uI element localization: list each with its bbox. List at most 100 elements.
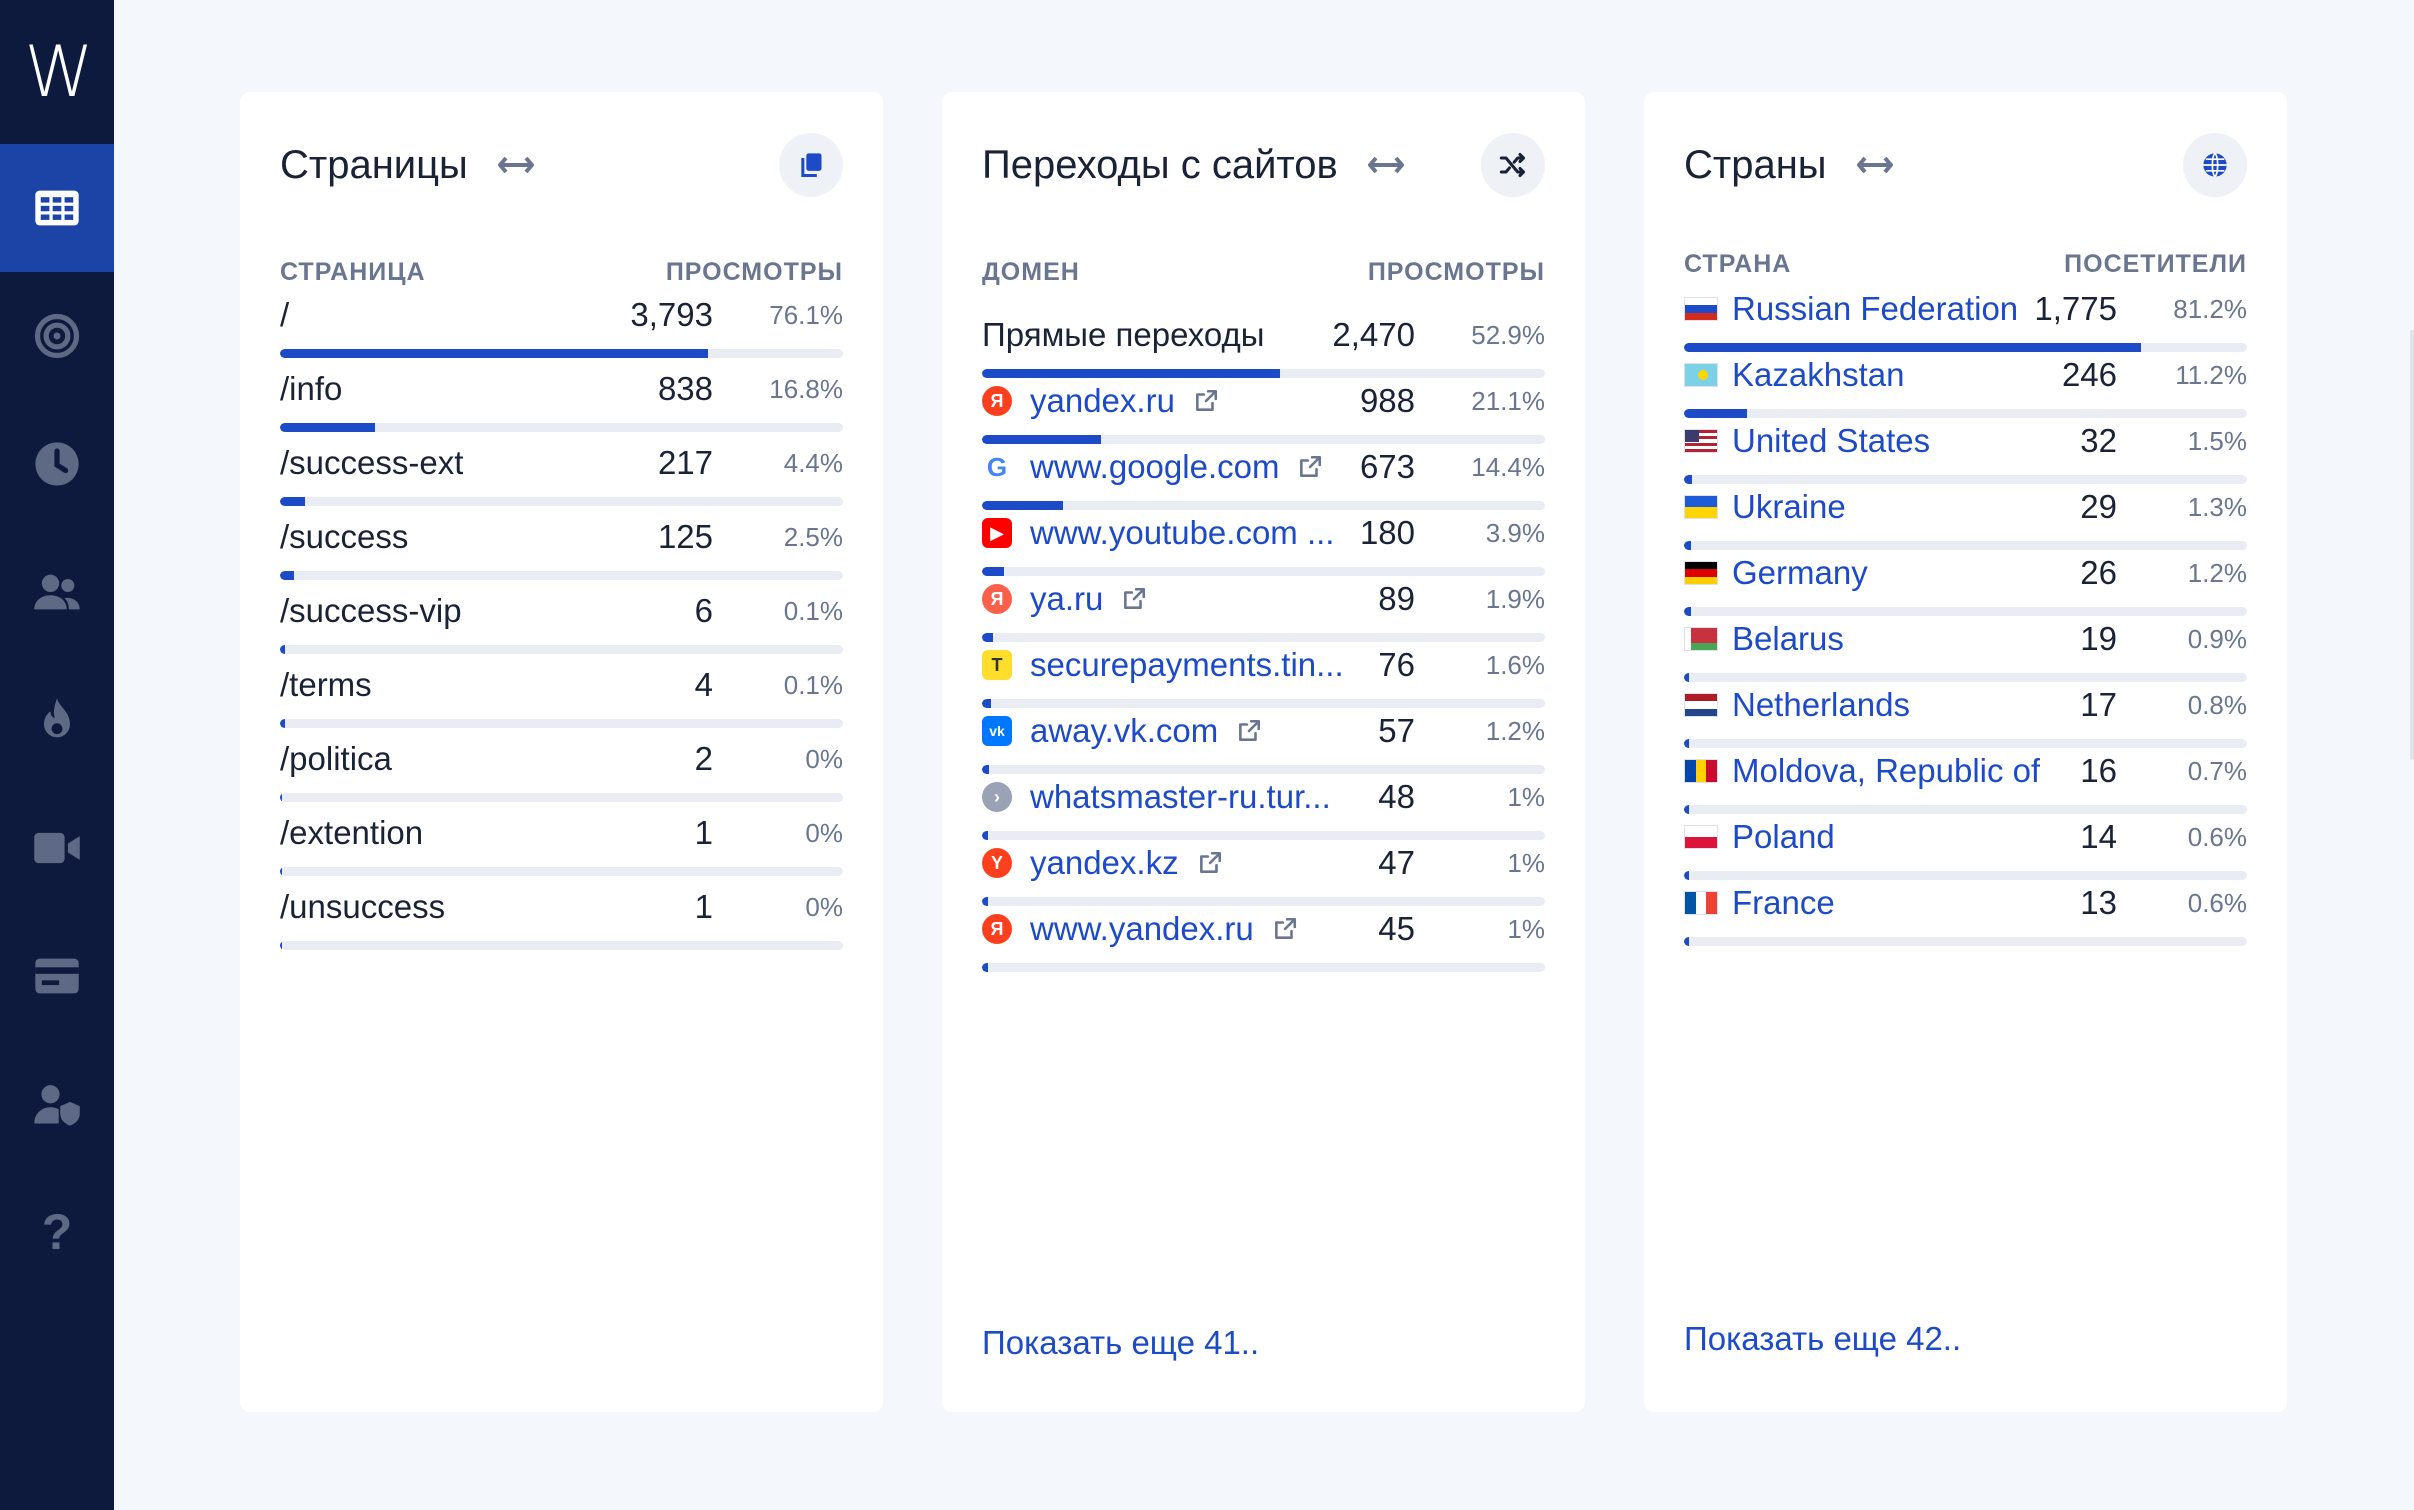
referrers-row[interactable]: Прямые переходы 2,470 52.9% [982,314,1545,384]
referrers-row-bar-fill [982,567,1004,576]
pages-row[interactable]: /extention 1 0% [280,812,843,882]
referrers-card: Переходы с сайтов ДОМЕН ПРОСМОТРЫ Прямые… [942,92,1585,1412]
countries-row-line: Netherlands 17 0.8% [1684,684,2247,726]
pages-row-line: /terms 4 0.1% [280,664,843,706]
countries-row-label[interactable]: United States [1732,422,1931,459]
referrers-row-label[interactable]: ya.ru [1030,580,1104,617]
countries-globe-button[interactable] [2183,133,2247,197]
countries-row[interactable]: Moldova, Republic of 16 0.7% [1684,750,2247,820]
page-scrollbar[interactable] [2410,330,2414,760]
referrers-row-percent: 3.9% [1485,517,1545,548]
sidebar-item-dashboard[interactable] [0,144,114,272]
referrers-row-label[interactable]: yandex.ru [1030,382,1175,419]
countries-row[interactable]: Russian Federation 1,775 81.2% [1684,288,2247,358]
countries-row[interactable]: Kazakhstan 246 11.2% [1684,354,2247,424]
column-header-views[interactable]: ПРОСМОТРЫ [665,258,843,286]
external-link-icon[interactable] [1197,850,1223,876]
countries-row-label[interactable]: Germany [1732,554,1868,591]
countries-row-percent: 0.7% [2187,755,2247,786]
pages-row[interactable]: /terms 4 0.1% [280,664,843,734]
dashboard-icon [35,190,79,226]
column-header-country[interactable]: СТРАНА [1684,250,1792,278]
referrers-row-label[interactable]: www.yandex.ru [1030,910,1254,947]
pages-row[interactable]: /politica 2 0% [280,738,843,808]
sidebar-item-billing[interactable] [0,912,114,1040]
help-icon[interactable]: ? [41,1204,73,1260]
external-link-icon[interactable] [1272,916,1298,942]
sidebar-item-heatmaps[interactable] [0,656,114,784]
countries-row-label[interactable]: Netherlands [1732,686,1910,723]
countries-row-label[interactable]: Poland [1732,818,1835,855]
referrers-row[interactable]: ▶ www.youtube.com ... 180 3.9% [982,512,1545,582]
pages-row-bar-fill [280,349,709,358]
referrers-row-bar [982,831,1545,840]
pages-row-bar-fill [280,423,375,432]
referrers-row-label[interactable]: www.youtube.com ... [1030,514,1335,551]
countries-row-label[interactable]: Belarus [1732,620,1844,657]
referrers-row-value: 988 [1359,382,1415,419]
flag-by-icon [1684,627,1718,651]
pages-row[interactable]: /unsuccess 1 0% [280,886,843,956]
countries-row-label[interactable]: Kazakhstan [1732,356,1905,393]
external-link-icon[interactable] [1297,454,1323,480]
pages-row[interactable]: / 3,793 76.1% [280,294,843,364]
expand-horizontal-icon[interactable] [1856,153,1893,177]
countries-row[interactable]: France 13 0.6% [1684,882,2247,952]
pages-row[interactable]: /info 838 16.8% [280,368,843,438]
countries-row-label[interactable]: Ukraine [1732,488,1846,525]
countries-row[interactable]: Germany 26 1.2% [1684,552,2247,622]
countries-row-label[interactable]: Moldova, Republic of [1732,752,2041,789]
pages-row-value: 3,793 [630,296,713,333]
referrers-shuffle-button[interactable] [1481,133,1545,197]
countries-row[interactable]: United States 32 1.5% [1684,420,2247,490]
countries-row[interactable]: Ukraine 29 1.3% [1684,486,2247,556]
expand-horizontal-icon[interactable] [497,153,534,177]
referrers-row-label[interactable]: www.google.com [1030,448,1280,485]
referrers-row-label[interactable]: yandex.kz [1030,844,1179,881]
countries-row[interactable]: Poland 14 0.6% [1684,816,2247,886]
column-header-views[interactable]: ПРОСМОТРЫ [1367,258,1545,286]
referrers-row-label[interactable]: whatsmaster-ru.tur... [1030,778,1331,815]
countries-show-more-link[interactable]: Показать еще 42.. [1684,1320,1962,1357]
pages-row-line: /success-ext 217 4.4% [280,442,843,484]
sidebar-item-access[interactable] [0,1040,114,1168]
sidebar-item-visitors[interactable] [0,528,114,656]
referrers-column-headers: ДОМЕН ПРОСМОТРЫ [982,258,1545,287]
sidebar-item-goals[interactable] [0,272,114,400]
tinkoff-favicon-icon: T [982,650,1012,680]
external-link-icon[interactable] [1236,718,1262,744]
app-logo[interactable]: W [24,31,93,113]
column-header-visitors[interactable]: ПОСЕТИТЕЛИ [2064,250,2247,278]
users-icon [34,574,80,610]
expand-horizontal-icon[interactable] [1367,153,1404,177]
pages-row[interactable]: /success-vip 6 0.1% [280,590,843,660]
referrers-row-label[interactable]: away.vk.com [1030,712,1219,749]
pages-row[interactable]: /success-ext 217 4.4% [280,442,843,512]
referrers-row[interactable]: vk away.vk.com 57 1.2% [982,710,1545,780]
referrers-row-line: › whatsmaster-ru.tur... 48 1% [982,776,1545,818]
pages-copy-button[interactable] [779,133,843,197]
countries-row-label[interactable]: Russian Federation [1732,290,2019,327]
referrers-row-bar [982,897,1545,906]
referrers-row[interactable]: › whatsmaster-ru.tur... 48 1% [982,776,1545,846]
external-link-icon[interactable] [1193,388,1219,414]
column-header-page[interactable]: СТРАНИЦА [280,258,426,286]
referrers-row-label[interactable]: securepayments.tin... [1030,646,1344,683]
countries-row-label[interactable]: France [1732,884,1835,921]
countries-row[interactable]: Belarus 19 0.9% [1684,618,2247,688]
referrers-show-more-link[interactable]: Показать еще 41.. [982,1324,1260,1361]
column-header-domain[interactable]: ДОМЕН [982,258,1080,286]
sidebar-item-history[interactable] [0,400,114,528]
external-link-icon[interactable] [1121,586,1147,612]
pages-card: Страницы СТРАНИЦА ПРОСМОТРЫ /3,793 76.1% /… [240,92,883,1412]
pages-row[interactable]: /success 125 2.5% [280,516,843,586]
countries-row[interactable]: Netherlands 17 0.8% [1684,684,2247,754]
sidebar-item-recordings[interactable] [0,784,114,912]
